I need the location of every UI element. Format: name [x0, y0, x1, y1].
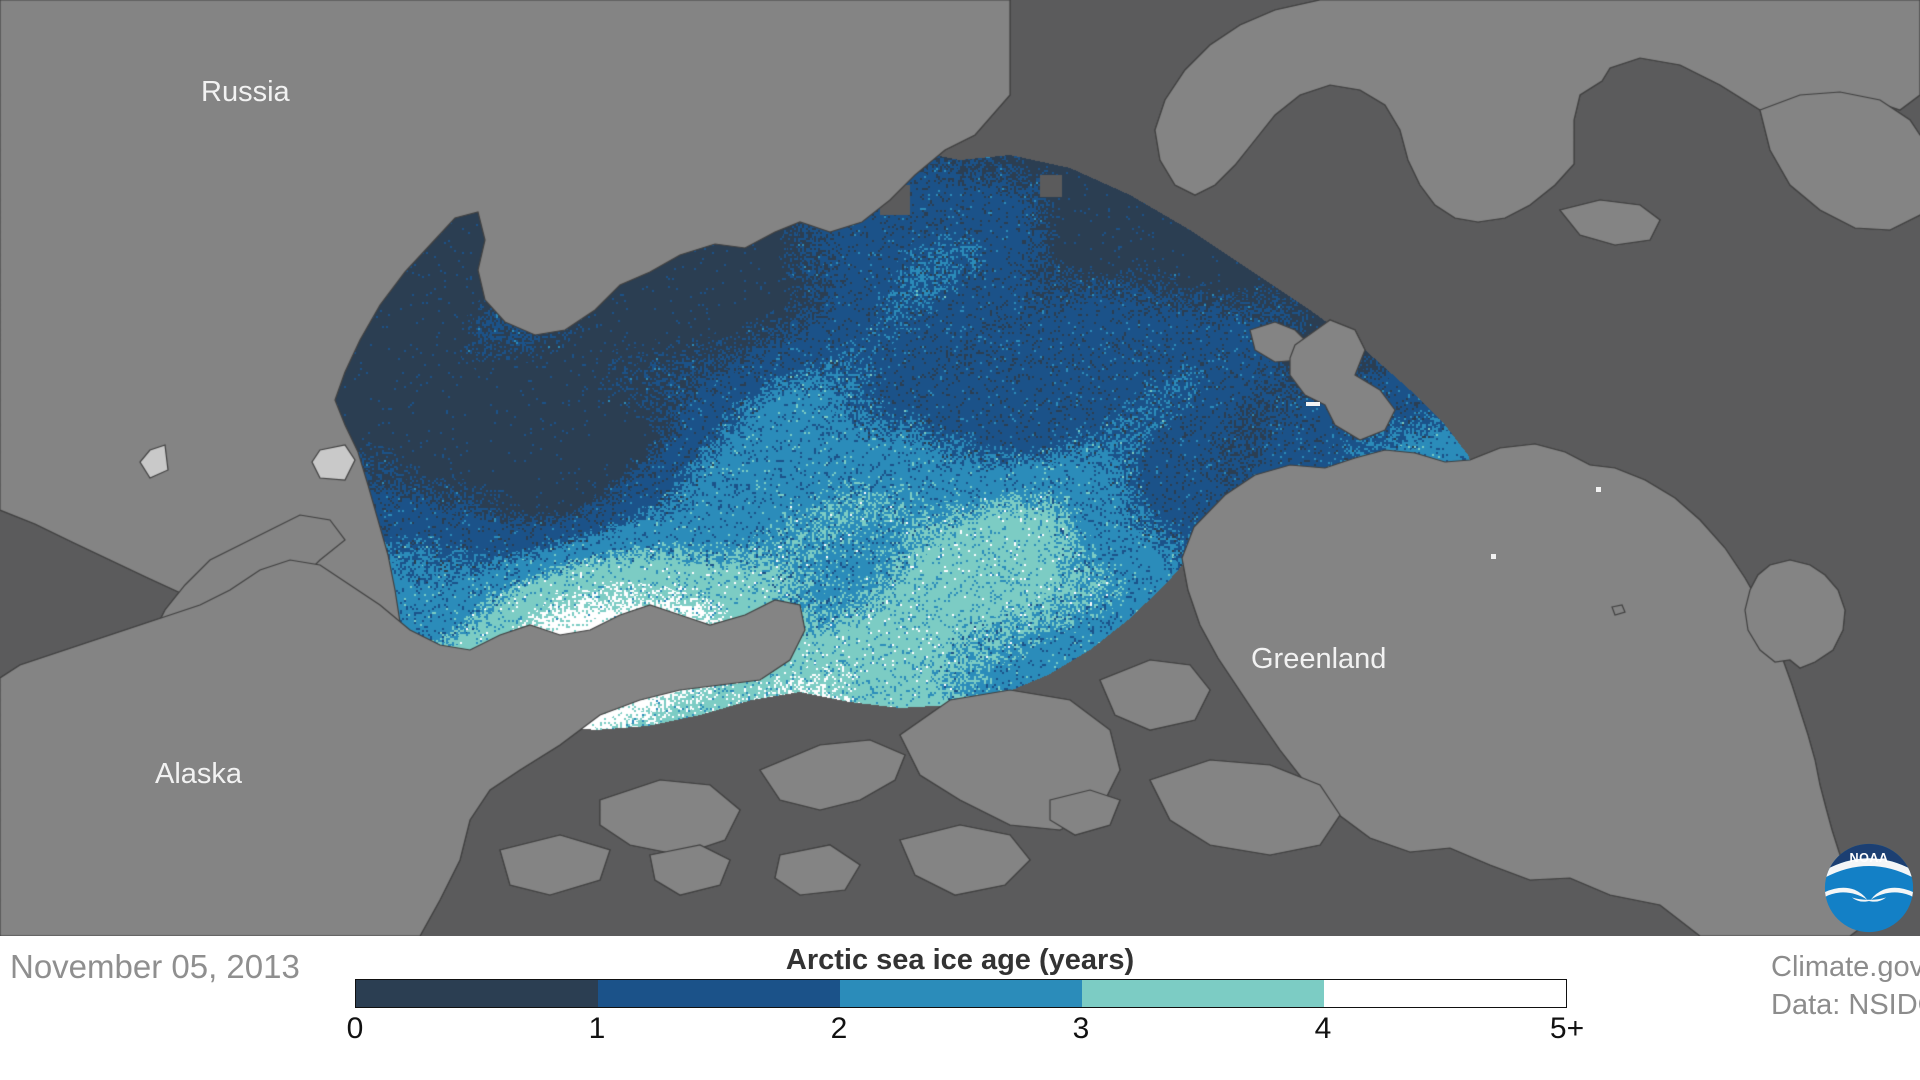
svg-text:NOAA: NOAA	[1850, 851, 1889, 865]
